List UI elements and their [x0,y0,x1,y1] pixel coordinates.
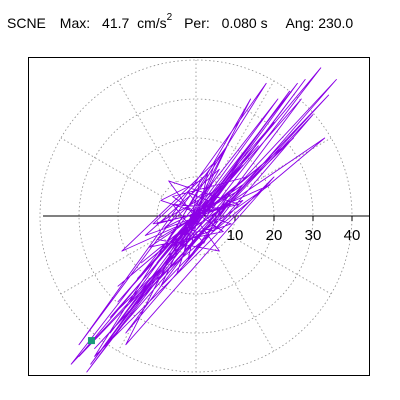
grid-spoke-300 [215,249,275,352]
grid-spoke-240 [117,249,177,352]
peak-marker [87,337,95,345]
angle-value: 230.0 [318,14,354,31]
max-value: 41.7 [102,14,130,31]
record-header: SCNE Max: 41.7 cm/s2 Per: 0.080 s Ang: 2… [7,12,354,31]
period-value: 0.080 s [221,14,268,31]
axis-tick-label-30: 30 [305,227,322,244]
max-label: Max: [59,14,91,31]
grid-spoke-150 [60,137,163,197]
max-unit-base: cm/s [137,14,167,31]
grid-spoke-120 [117,80,177,183]
axis-tick-label-10: 10 [227,227,244,244]
grid-spoke-210 [60,235,163,295]
marker-layer [87,337,95,345]
axis-tick-label-20: 20 [266,227,283,244]
plot-frame [28,57,370,376]
grid-spoke-330 [229,235,332,295]
grid-spoke-30 [229,137,332,197]
trace-layer [70,67,337,373]
max-unit-exponent: 2 [166,12,173,23]
max-unit: cm/s2 [133,12,173,31]
period-label: Per: [184,14,210,31]
motion-trace [70,67,337,373]
grid-spoke-60 [215,80,275,183]
angle-label: Ang: [285,14,315,31]
station-code: SCNE [7,14,46,31]
axis-tick-label-40: 40 [344,227,361,244]
